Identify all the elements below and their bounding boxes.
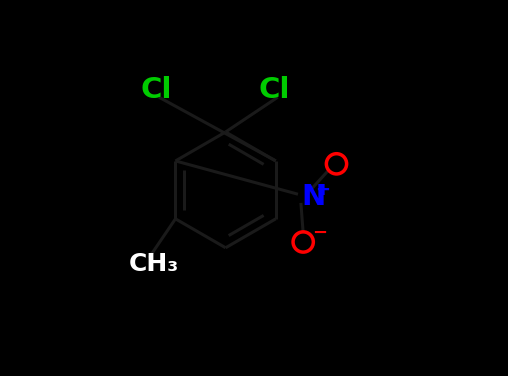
Text: CH₃: CH₃ [129, 252, 179, 276]
Text: Cl: Cl [140, 76, 172, 104]
Text: N: N [301, 183, 325, 211]
Text: −: − [312, 224, 328, 242]
Text: Cl: Cl [259, 76, 291, 104]
Text: +: + [315, 181, 330, 199]
